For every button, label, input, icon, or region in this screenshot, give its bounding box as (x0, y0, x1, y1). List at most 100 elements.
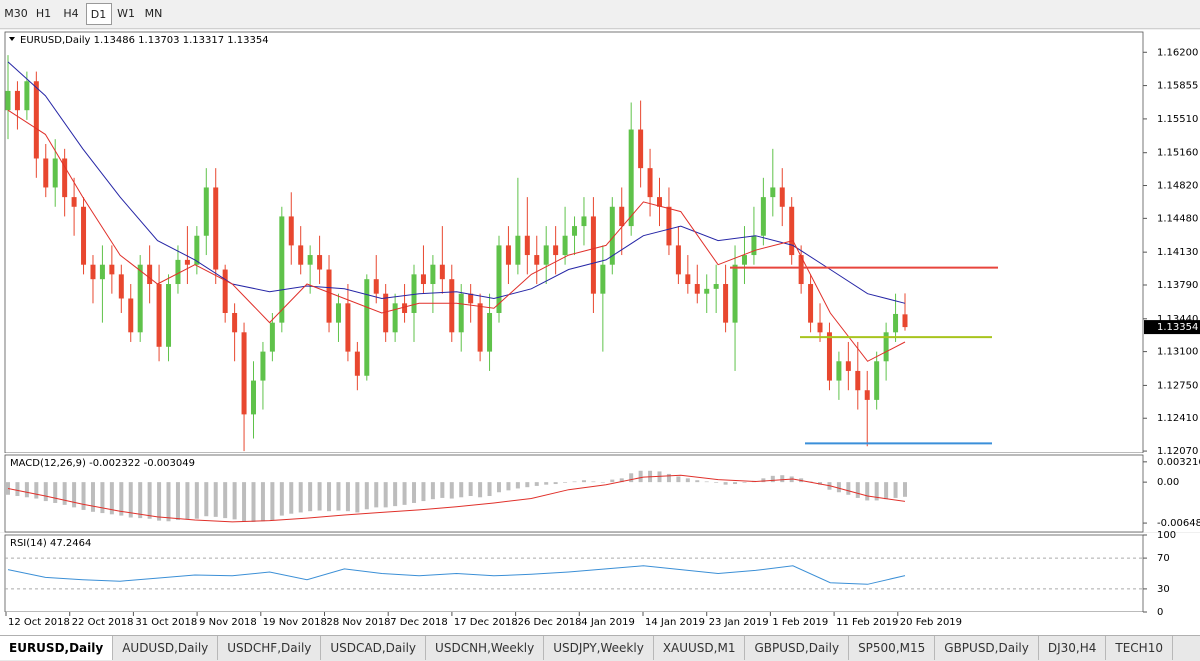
rsi-value: 47.2464 (50, 538, 91, 549)
macd-bar (119, 482, 124, 516)
candle-body (137, 264, 143, 333)
macd-bar (865, 482, 870, 501)
date-label: 1 Feb 2019 (772, 617, 828, 628)
candle-body (449, 279, 455, 333)
date-axis-background (0, 612, 1200, 635)
macd-bar (412, 482, 417, 503)
macd-bar (770, 475, 775, 483)
macd-bar (72, 482, 77, 508)
y-tick-label: 1.13790 (1157, 280, 1198, 291)
macd-bar (270, 482, 275, 521)
last-price-tag (1144, 320, 1200, 335)
candle-body (826, 332, 832, 381)
macd-bar (846, 482, 851, 495)
candle-body (808, 284, 814, 323)
candle-body (109, 264, 115, 275)
y-tick-label: 1.15510 (1157, 114, 1198, 125)
chart-tab[interactable]: USDCAD,Daily (321, 636, 427, 660)
candle-body (675, 245, 681, 275)
timeframe-button[interactable]: H4 (63, 7, 79, 20)
macd-bar (459, 482, 464, 498)
indicator-name: RSI(14) (10, 538, 47, 549)
macd-bar (666, 473, 671, 483)
chart-tab[interactable]: GBPUSD,Daily (745, 636, 850, 660)
candle-body (250, 380, 256, 415)
candle-body (128, 298, 134, 333)
candle-body (269, 322, 275, 352)
candle-body (770, 187, 776, 198)
chart-tab[interactable]: USDCNH,Weekly (426, 636, 545, 660)
candle-body (420, 274, 426, 285)
macd-bar (279, 482, 284, 516)
dropdown-icon (9, 37, 15, 41)
candle-body (619, 206, 625, 227)
macd-bar (374, 482, 379, 508)
candle-body (383, 293, 389, 333)
chart-tabs: EURUSD,Daily AUDUSD,Daily USDCHF,Daily USDC… (0, 635, 1200, 661)
macd-bar (742, 482, 747, 483)
macd-bar (336, 482, 341, 511)
chart-tab[interactable]: USDCHF,Daily (218, 636, 322, 660)
moving-average (7, 61, 906, 304)
chart-tab[interactable]: XAUUSD,M1 (654, 636, 746, 660)
candle-body (354, 351, 360, 376)
macd-bar (317, 482, 322, 511)
macd-bar (393, 482, 398, 507)
macd-bar (6, 482, 10, 495)
candle-body (364, 279, 370, 376)
candle-body (836, 361, 842, 381)
candle-body (609, 206, 615, 265)
candle-body (43, 158, 49, 188)
candle-body (883, 332, 889, 362)
macd-bar (553, 482, 558, 485)
candle-body (562, 235, 568, 256)
chart-tab[interactable]: AUDUSD,Daily (113, 636, 219, 660)
macd-bar (204, 482, 209, 517)
macd-bar (260, 482, 265, 522)
candle-body (194, 235, 200, 265)
macd-bar (855, 482, 860, 498)
timeframe-button[interactable]: H1 (35, 7, 52, 20)
candle-body (99, 264, 105, 280)
chart-tab[interactable]: TECH10 (1106, 636, 1173, 660)
candle-body (307, 255, 313, 265)
timeframe-button[interactable]: MN (144, 7, 163, 20)
y-tick-label: 0.00 (1157, 477, 1179, 488)
date-label: 26 Dec 2018 (518, 617, 582, 628)
macd-bar (449, 482, 454, 499)
candle-body (798, 255, 804, 285)
date-label: 31 Oct 2018 (135, 617, 197, 628)
candle-body (468, 293, 474, 304)
date-label: 11 Feb 2019 (836, 617, 898, 628)
macd-bar (534, 482, 539, 486)
timeframe-button[interactable]: W1 (117, 7, 135, 20)
timeframe-button[interactable]: M30 (4, 7, 28, 20)
y-tick-label: 1.15160 (1157, 148, 1198, 159)
chart-tab[interactable]: DJ30,H4 (1039, 636, 1107, 660)
candle-body (600, 264, 606, 294)
y-tick-label: 1.14820 (1157, 181, 1198, 192)
y-tick-label: 1.16200 (1157, 47, 1198, 58)
macd-bar (308, 482, 313, 512)
candle-body (33, 81, 39, 159)
chart-tab[interactable]: SP500,M15 (849, 636, 936, 660)
candle-body (741, 255, 747, 265)
candle-body (222, 269, 228, 313)
macd-bar (157, 482, 162, 521)
indicator-name: MACD(12,26,9) (10, 458, 86, 469)
candle-body (534, 255, 540, 265)
date-label: 22 Oct 2018 (72, 617, 134, 628)
chart-tab[interactable]: GBPUSD,Daily (935, 636, 1039, 660)
candle-body (298, 245, 304, 265)
macd-bar (600, 482, 605, 483)
candle-body (638, 129, 644, 169)
timeframe-button[interactable]: D1 (85, 3, 112, 25)
chart-tab[interactable]: EURUSD,Daily (0, 636, 114, 660)
macd-bar (818, 482, 823, 485)
candle-body (723, 284, 729, 323)
chart-tab[interactable]: USDJPY,Weekly (544, 636, 654, 660)
candle-body (279, 216, 285, 323)
rsi-line (7, 565, 906, 585)
macd-bar (364, 482, 369, 510)
